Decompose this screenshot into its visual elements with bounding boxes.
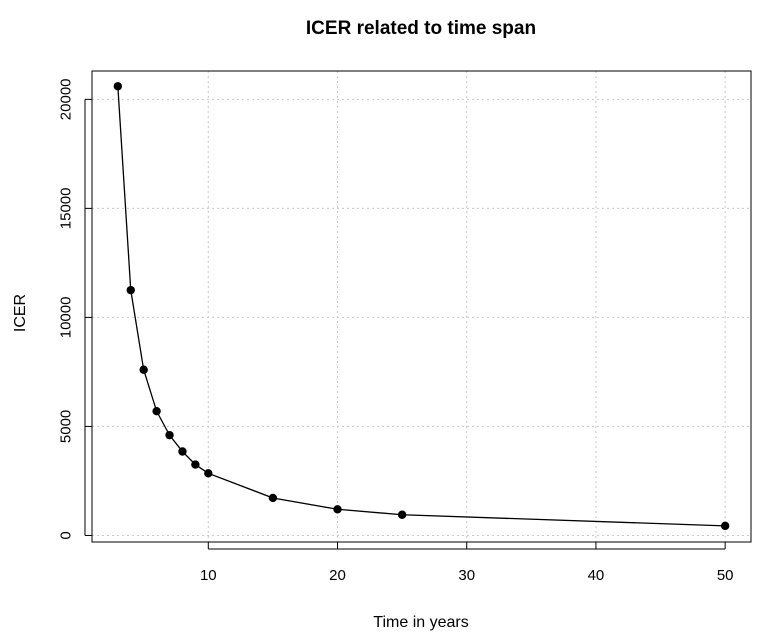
x-tick-label: 30 — [458, 567, 475, 584]
y-tick-label: 15000 — [58, 188, 75, 230]
chart-title: ICER related to time span — [306, 18, 536, 39]
x-tick-label: 50 — [717, 567, 734, 584]
series-layer — [113, 82, 730, 531]
y-tick-label: 20000 — [58, 78, 75, 120]
data-point — [204, 469, 213, 478]
data-point — [333, 505, 342, 514]
y-tick-label: 10000 — [58, 297, 75, 339]
data-point — [191, 460, 200, 469]
grid-lines — [92, 71, 751, 542]
x-tick-label: 20 — [329, 567, 346, 584]
data-point — [165, 430, 174, 440]
y-axis-label: ICER — [12, 294, 29, 332]
x-axis: 10 20 30 40 50 — [200, 542, 734, 584]
data-point — [178, 447, 187, 456]
plot-area-frame — [91, 70, 752, 543]
series-line — [117, 86, 726, 527]
x-axis-label: Time in years — [373, 614, 468, 631]
data-point — [152, 406, 161, 416]
data-point — [397, 510, 407, 519]
data-point — [139, 365, 148, 374]
y-tick-label: 5000 — [58, 410, 75, 443]
x-tick-label: 10 — [200, 567, 217, 584]
y-axis: 0 5000 10000 15000 20000 — [58, 78, 92, 540]
data-point — [268, 493, 278, 503]
x-tick-label: 40 — [588, 567, 605, 584]
data-point — [720, 521, 730, 531]
data-point — [113, 82, 123, 91]
y-tick-label: 0 — [58, 531, 75, 539]
data-point — [126, 285, 135, 295]
